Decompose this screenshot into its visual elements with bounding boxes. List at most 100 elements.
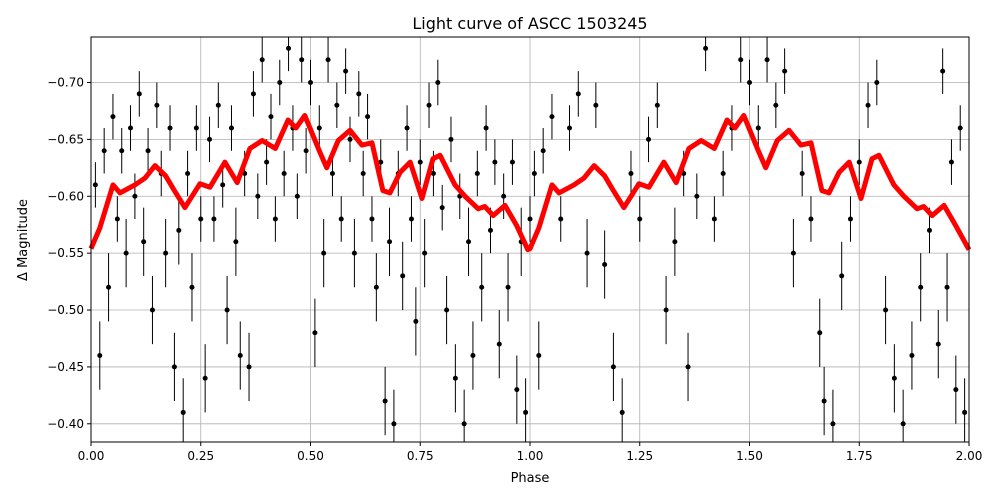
data-point — [483, 125, 489, 131]
data-point — [149, 307, 155, 313]
data-point — [163, 250, 169, 256]
data-point — [962, 409, 968, 415]
data-point — [883, 307, 889, 313]
data-point — [619, 409, 625, 415]
data-point — [430, 171, 436, 177]
data-point — [720, 171, 726, 177]
data-point — [154, 102, 160, 108]
x-tick-label: 1.75 — [846, 449, 873, 463]
data-point — [799, 171, 805, 177]
data-point — [703, 45, 709, 51]
data-point — [874, 80, 880, 86]
data-point — [422, 250, 428, 256]
data-point — [501, 193, 507, 199]
data-point — [773, 102, 779, 108]
data-point — [492, 159, 498, 165]
data-point — [764, 57, 770, 63]
data-point — [935, 341, 941, 347]
data-point — [610, 364, 616, 370]
data-point — [408, 216, 414, 222]
data-point — [228, 125, 234, 131]
x-tick-label: 0.25 — [187, 449, 214, 463]
data-point — [940, 68, 946, 74]
data-point — [817, 330, 823, 336]
data-point — [527, 216, 533, 222]
data-point — [334, 102, 340, 108]
data-point — [685, 364, 691, 370]
data-point — [101, 148, 107, 154]
data-point — [400, 273, 406, 279]
data-point — [365, 114, 371, 120]
data-point — [448, 136, 454, 142]
data-point — [110, 114, 116, 120]
data-point — [189, 284, 195, 290]
data-point — [444, 307, 450, 313]
data-point — [237, 353, 243, 359]
data-point — [106, 284, 112, 290]
data-point — [347, 136, 353, 142]
data-point — [900, 421, 906, 427]
data-point — [220, 182, 226, 188]
data-point — [382, 398, 388, 404]
data-point — [92, 182, 98, 188]
y-tick-label: −0.45 — [47, 360, 84, 374]
data-point — [830, 421, 836, 427]
data-point — [452, 375, 458, 381]
data-point — [575, 91, 581, 97]
data-point — [114, 216, 120, 222]
data-point — [119, 148, 125, 154]
x-axis: 0.00 0.25 0.50 0.75 1.00 1.25 1.50 1.75 2.00 — [78, 442, 983, 463]
data-point — [308, 80, 313, 86]
y-tick-label: −0.50 — [47, 303, 84, 317]
data-point — [821, 398, 827, 404]
data-point — [233, 239, 239, 245]
chart-title: Light curve of ASCC 1503245 — [412, 14, 647, 33]
data-point — [711, 216, 717, 222]
data-point — [294, 193, 300, 199]
data-point — [479, 284, 485, 290]
data-point — [255, 193, 261, 199]
data-point — [303, 148, 309, 154]
model-curve — [88, 113, 972, 253]
data-point — [246, 364, 252, 370]
data-point — [185, 171, 191, 177]
data-point — [738, 57, 744, 63]
data-point — [466, 239, 472, 245]
data-point — [343, 68, 349, 74]
data-point — [926, 227, 932, 233]
data-point — [180, 409, 186, 415]
data-point — [646, 136, 652, 142]
data-point — [299, 57, 305, 63]
data-point — [167, 125, 173, 131]
y-tick-label: −0.40 — [47, 417, 84, 431]
data-point — [338, 216, 344, 222]
data-point — [782, 68, 788, 74]
x-tick-label: 0.50 — [297, 449, 324, 463]
data-point — [391, 421, 397, 427]
data-point — [413, 318, 419, 324]
data-point — [281, 171, 287, 177]
data-point — [593, 102, 599, 108]
x-tick-label: 1.00 — [517, 449, 544, 463]
data-point — [224, 307, 230, 313]
data-point — [329, 171, 335, 177]
x-tick-label: 1.25 — [626, 449, 653, 463]
x-tick-label: 2.00 — [956, 449, 983, 463]
y-tick-label: −0.60 — [47, 189, 84, 203]
data-point — [470, 353, 476, 359]
data-point — [132, 193, 138, 199]
data-point — [602, 262, 608, 268]
model-line — [88, 113, 972, 253]
data-point — [202, 375, 208, 381]
data-point — [207, 136, 213, 142]
data-point — [790, 250, 796, 256]
data-point — [404, 125, 410, 131]
data-point — [953, 387, 959, 393]
data-point — [356, 91, 362, 97]
data-point — [145, 148, 151, 154]
x-tick-label: 0.75 — [407, 449, 434, 463]
x-tick-label: 1.50 — [736, 449, 763, 463]
data-point — [211, 216, 217, 222]
